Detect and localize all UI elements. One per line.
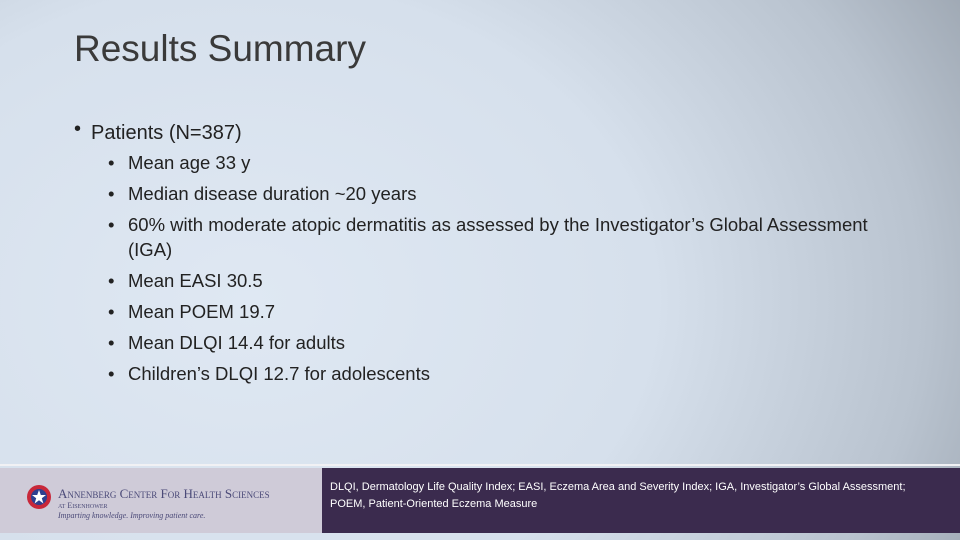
bullet-text: Patients (N=387) <box>91 122 242 144</box>
bullet-marker: • <box>108 270 115 291</box>
sub-bullet: • 60% with moderate atopic dermatitis as … <box>108 212 883 262</box>
bullet-marker: • <box>108 214 115 235</box>
sub-bullet: • Median disease duration ~20 years <box>108 181 883 206</box>
logo-name: Annenberg Center For Health Sciences <box>58 486 270 501</box>
sub-bullet-text: 60% with moderate atopic dermatitis as a… <box>128 214 868 260</box>
bullet-list: • Patients (N=387) • Mean age 33 y • Median d… <box>74 118 883 392</box>
sub-bullet: • Mean EASI 30.5 <box>108 268 883 293</box>
slide-title: Results Summary <box>74 28 366 69</box>
sub-bullet-text: Median disease duration ~20 years <box>128 183 417 204</box>
bullet-marker: • <box>108 332 115 353</box>
sub-bullet-text: Mean DLQI 14.4 for adults <box>128 332 345 353</box>
sub-bullet: • Mean age 33 y <box>108 150 883 175</box>
sub-bullet: • Mean DLQI 14.4 for adults <box>108 330 883 355</box>
footer-divider <box>0 464 960 466</box>
sub-bullet-text: Mean age 33 y <box>128 152 251 173</box>
bullet: • Patients (N=387) • Mean age 33 y • Median d… <box>74 118 883 386</box>
footnote: DLQI, Dermatology Life Quality Index; EA… <box>330 481 906 510</box>
bullet-marker: • <box>108 301 115 322</box>
footer-logo-panel <box>0 468 322 533</box>
sub-bullet-text: Mean EASI 30.5 <box>128 270 263 291</box>
logo-tagline: Imparting knowledge. Improving patient c… <box>58 511 206 520</box>
bullet-marker: • <box>74 118 82 140</box>
logo-location: at Eisenhower <box>58 501 108 510</box>
bullet-marker: • <box>108 152 115 173</box>
sub-bullet: • Mean POEM 19.7 <box>108 299 883 324</box>
sub-bullet-text: Children’s DLQI 12.7 for adolescents <box>128 363 430 384</box>
sub-bullet-text: Mean POEM 19.7 <box>128 301 276 322</box>
logo-icon <box>27 485 51 509</box>
bullet-marker: • <box>108 183 115 204</box>
bullet-marker: • <box>108 363 115 384</box>
sub-bullet: • Children’s DLQI 12.7 for adolescents <box>108 361 883 386</box>
footer-note-panel <box>322 468 960 533</box>
sub-bullet-list: • Mean age 33 y • Median disease duration ~… <box>108 150 883 386</box>
